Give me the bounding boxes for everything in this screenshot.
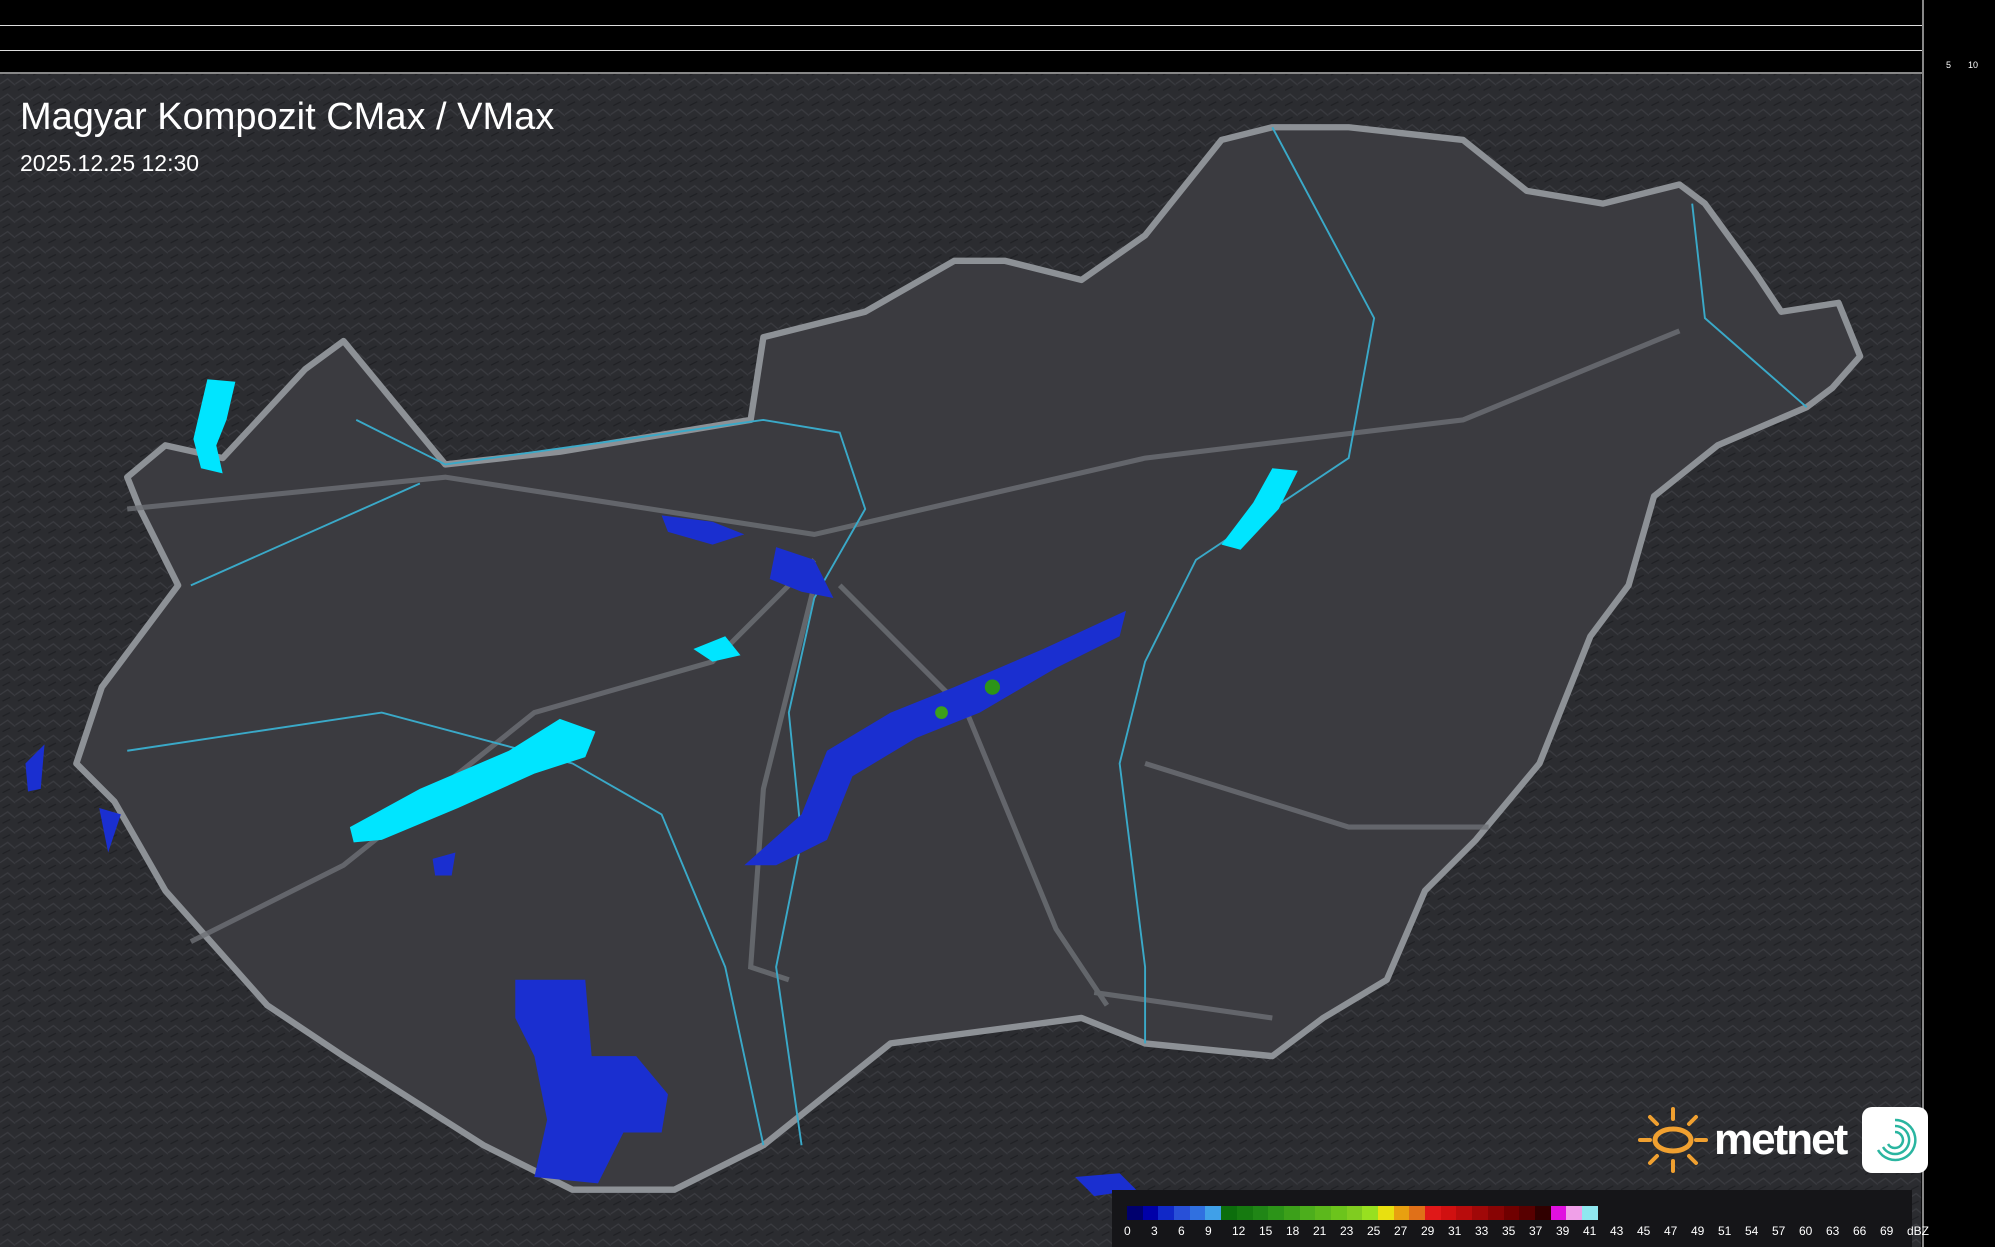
- legend-label: 9: [1205, 1224, 1212, 1238]
- legend-swatch: [1330, 1206, 1347, 1220]
- legend-label: 41: [1583, 1224, 1597, 1238]
- legend-label: 43: [1610, 1224, 1624, 1238]
- legend-label: 27: [1394, 1224, 1408, 1238]
- legend-label: 18: [1286, 1224, 1300, 1238]
- legend-swatch: [1315, 1206, 1331, 1220]
- legend-label: 6: [1178, 1224, 1185, 1238]
- legend-swatch: [1236, 1206, 1253, 1220]
- legend-label: 47: [1664, 1224, 1678, 1238]
- legend-swatch: [1503, 1206, 1520, 1220]
- metnet-logo: metnet: [1638, 1105, 1929, 1175]
- legend-label: 69: [1880, 1224, 1894, 1238]
- legend-label: 57: [1772, 1224, 1786, 1238]
- legend-label: 51: [1718, 1224, 1732, 1238]
- map-title: Magyar Kompozit CMax / VMax: [20, 96, 555, 138]
- legend-swatch: [1566, 1206, 1582, 1220]
- legend-label: 15: [1259, 1224, 1273, 1238]
- legend-label: 39: [1556, 1224, 1570, 1238]
- legend-label: 45: [1637, 1224, 1651, 1238]
- legend-swatch: [1378, 1206, 1394, 1220]
- legend-swatch: [1283, 1206, 1300, 1220]
- legend-label: 23: [1340, 1224, 1354, 1238]
- legend-label: 54: [1745, 1224, 1759, 1238]
- legend-swatch: [1534, 1206, 1551, 1220]
- legend-swatch: [1425, 1206, 1441, 1220]
- map-timestamp: 2025.12.25 12:30: [20, 150, 200, 176]
- legend-label: 35: [1502, 1224, 1516, 1238]
- sun-icon: [1638, 1107, 1708, 1173]
- legend-swatch: [1142, 1206, 1159, 1220]
- legend-label: 37: [1529, 1224, 1543, 1238]
- dbz-color-legend: 0 3 6 9 12 15 18 21 23 25 27 29 31 33 35 37 39 41 43 45 47 49…: [1112, 1190, 1929, 1247]
- legend-swatch: [1362, 1206, 1378, 1220]
- legend-label: 12: [1232, 1224, 1246, 1238]
- moderate-echo: [935, 706, 948, 719]
- legend-label: 31: [1448, 1224, 1462, 1238]
- rivers: [127, 126, 1808, 1146]
- lake-balaton: [349, 718, 596, 843]
- side-tick-label: 5: [1946, 60, 1952, 70]
- top-profile-panel: 10 5: [0, 0, 1935, 74]
- hungary-border: [73, 124, 1864, 1193]
- legend-swatch: [1205, 1206, 1222, 1220]
- legend-swatch: [1221, 1206, 1237, 1220]
- lake-velence: [693, 636, 741, 662]
- legend-swatch: [1409, 1206, 1426, 1220]
- legend-label: 21: [1313, 1224, 1327, 1238]
- legend-swatch: [1440, 1206, 1457, 1220]
- legend-label: 33: [1475, 1224, 1489, 1238]
- roads: [126, 328, 1681, 1021]
- legend-label: 3: [1151, 1224, 1158, 1238]
- lake-tisza: [1221, 468, 1298, 550]
- side-profile-panel: 5 10: [1922, 0, 1995, 1247]
- legend-label: 66: [1853, 1224, 1867, 1238]
- legend-swatch: [1174, 1206, 1190, 1220]
- legend-label: 49: [1691, 1224, 1705, 1238]
- legend-swatch: [1252, 1206, 1269, 1220]
- legend-swatch: [1299, 1206, 1316, 1220]
- legend-swatch: [1550, 1206, 1567, 1220]
- legend-swatch: [1268, 1206, 1284, 1220]
- legend-label: 29: [1421, 1224, 1435, 1238]
- legend-swatch: [1158, 1206, 1175, 1220]
- legend-swatch: [1456, 1206, 1473, 1220]
- moderate-echo: [984, 679, 1001, 695]
- legend-swatch: [1487, 1206, 1504, 1220]
- precipitation-echoes: [25, 515, 1137, 1197]
- legend-label: 0: [1124, 1224, 1131, 1238]
- legend-label: 25: [1367, 1224, 1381, 1238]
- legend-label: 60: [1799, 1224, 1813, 1238]
- side-tick-label: 10: [1968, 60, 1979, 70]
- legend-swatch: [1189, 1206, 1206, 1220]
- lake-ferto: [193, 379, 236, 474]
- legend-swatch: [1393, 1206, 1410, 1220]
- logo-text: metnet: [1714, 1115, 1848, 1164]
- legend-swatch: [1581, 1206, 1598, 1220]
- legend-swatch: [1472, 1206, 1488, 1220]
- legend-swatch: [1519, 1206, 1535, 1220]
- swirl-app-icon: [1862, 1107, 1929, 1173]
- legend-swatch: [1346, 1206, 1363, 1220]
- legend-label: 63: [1826, 1224, 1840, 1238]
- legend-swatch: [1127, 1206, 1143, 1220]
- legend-unit: dBZ: [1907, 1224, 1930, 1238]
